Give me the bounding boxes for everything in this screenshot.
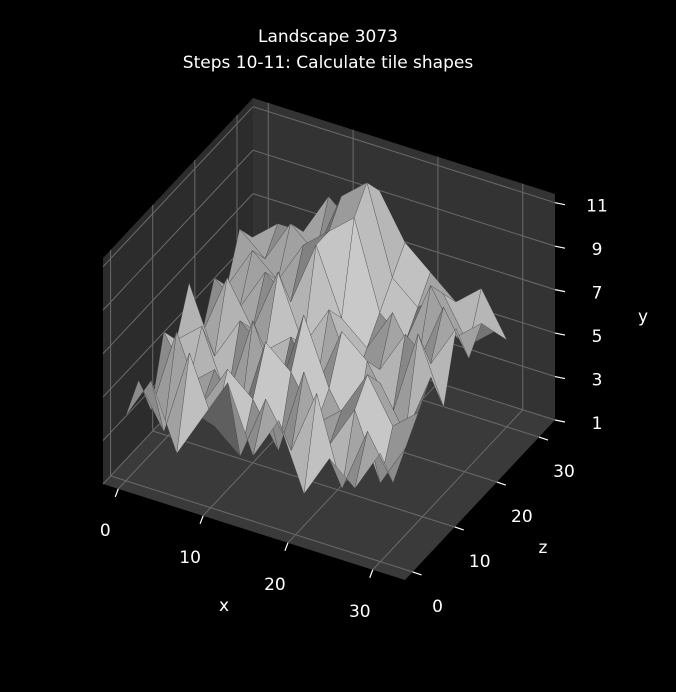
grid-line [252,149,556,247]
z-tick-label: 20 [511,507,533,527]
grid-line [372,409,524,571]
x-tick [369,569,374,578]
y-tick [554,419,566,423]
x-tick-label: 0 [100,521,111,541]
grid-line [102,236,254,398]
x-tick [199,515,204,525]
z-tick-label: 0 [432,597,443,617]
x-tick-label: 20 [264,575,286,595]
y-tick [554,245,566,249]
z-tick-label: 30 [553,462,575,482]
z-axis-label: z [539,538,548,558]
chart-subtitle: Steps 10-11: Calculate tile shapes [183,53,474,73]
z-tick [454,526,464,531]
surface-face [354,430,394,489]
y-tick-label: 11 [586,197,608,217]
y-tick-label: 1 [592,414,603,434]
z-tick [496,481,507,486]
grid-line [110,475,413,573]
x-tick-label: 10 [179,548,201,568]
y-tick-label: 7 [592,284,603,304]
grid-line [252,106,556,204]
x-tick [114,488,119,498]
x-tick [284,542,289,551]
y-tick-label: 9 [592,240,603,260]
chart-title: Landscape 3073 [258,27,398,47]
z-tick-label: 10 [469,552,491,572]
grid-line [102,193,254,354]
y-tick [554,375,566,380]
y-axis-label: y [638,307,648,327]
y-tick [554,289,566,293]
z-tick [538,436,549,441]
x-tick-label: 30 [349,602,371,622]
grid-line [102,149,254,311]
grid-line [102,106,254,268]
y-tick [554,202,566,206]
z-tick [412,571,422,576]
y-tick [554,332,566,336]
x-axis-label: x [219,596,229,616]
y-tick-label: 3 [592,371,603,391]
y-tick-label: 5 [592,327,603,347]
